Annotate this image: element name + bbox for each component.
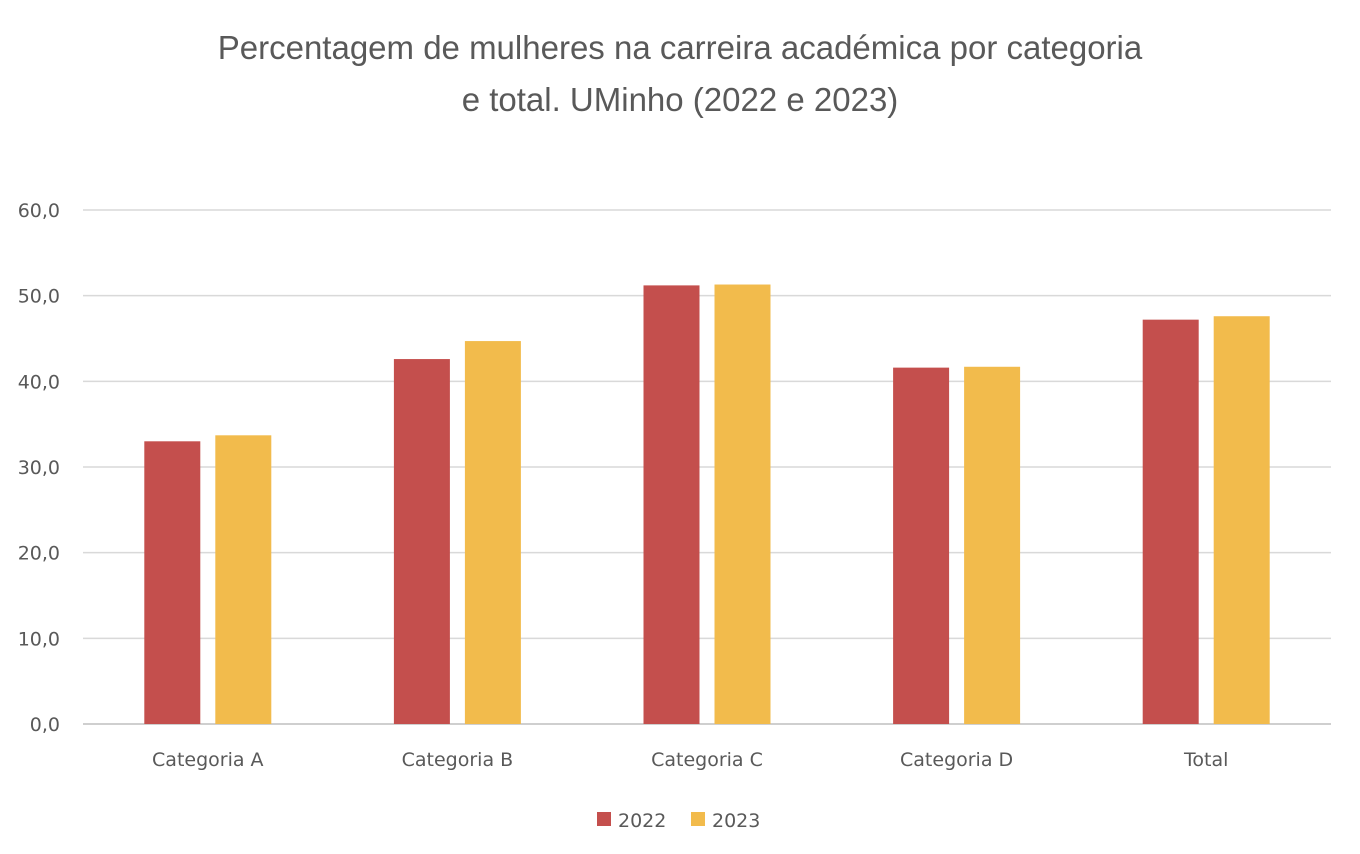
- y-tick-label: 20,0: [18, 543, 60, 565]
- legend-label: 2023: [712, 810, 760, 832]
- chart-title-line-2: e total. UMinho (2022 e 2023): [461, 81, 899, 118]
- bar-2023: [714, 284, 771, 724]
- bar-2023: [215, 435, 272, 724]
- y-tick-label: 30,0: [18, 457, 60, 479]
- chart-title-line-1: Percentagem de mulheres na carreira acad…: [217, 29, 1143, 66]
- x-tick-label: Categoria C: [651, 749, 763, 771]
- legend-swatch-2022: [597, 812, 611, 826]
- bar-2023: [964, 366, 1021, 724]
- bar-2022: [643, 285, 700, 724]
- x-tick-label: Categoria B: [402, 749, 514, 771]
- bar-2022: [893, 367, 950, 724]
- x-tick-label: Categoria D: [900, 749, 1013, 771]
- bar-2022: [144, 441, 201, 724]
- y-tick-label: 40,0: [18, 371, 60, 393]
- x-tick-label: Total: [1183, 749, 1228, 771]
- y-tick-label: 50,0: [18, 286, 60, 308]
- legend-swatch-2023: [691, 812, 705, 826]
- bar-2022: [393, 359, 450, 724]
- bar-2023: [464, 341, 521, 724]
- bar-2023: [1213, 316, 1270, 724]
- y-tick-label: 60,0: [18, 200, 60, 222]
- y-tick-label: 10,0: [18, 628, 60, 650]
- x-tick-label: Categoria A: [152, 749, 264, 771]
- chart-title: Percentagem de mulheres na carreira acad…: [0, 22, 1360, 126]
- legend-label: 2022: [618, 810, 666, 832]
- bar-2022: [1142, 319, 1199, 724]
- y-tick-label: 0,0: [30, 714, 60, 736]
